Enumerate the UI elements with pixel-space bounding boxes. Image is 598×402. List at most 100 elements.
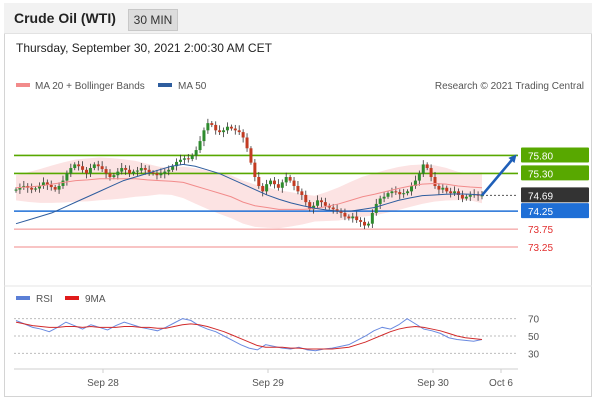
ma50-legend-label: MA 50 (178, 81, 207, 92)
candle-body (139, 168, 143, 171)
candle-body (417, 173, 421, 181)
candle-body (73, 164, 77, 169)
candle-body (69, 168, 73, 174)
candle-body (182, 158, 186, 160)
candle-body (335, 209, 339, 212)
price-legend: MA 20 + Bollinger Bands MA 50 Research ©… (16, 81, 584, 92)
level-label-75.80: 75.80 (528, 151, 553, 162)
rsi-lines (15, 318, 483, 352)
candle-body (276, 184, 280, 188)
candle-body (433, 177, 437, 186)
candle-body (425, 164, 429, 169)
candle-body (331, 207, 335, 210)
candle-body (363, 221, 367, 226)
rsi-tick-30: 30 (528, 349, 540, 360)
candle-body (292, 180, 296, 186)
candle-body (386, 193, 390, 197)
candle-body (155, 173, 159, 176)
candle-body (194, 150, 198, 156)
candle-body (57, 185, 61, 190)
candle-body (288, 177, 292, 181)
candle-body (151, 172, 155, 174)
bollinger-band-area (16, 157, 482, 229)
candle-body (319, 200, 323, 203)
candle-body (218, 130, 222, 133)
candle-body (45, 182, 49, 185)
candle-body (198, 141, 202, 151)
candle-body (120, 168, 124, 172)
candle-body (269, 180, 273, 185)
rsi-grid: 70 50 30 (14, 315, 540, 360)
candle-body (370, 212, 374, 224)
candle-body (116, 171, 120, 176)
candle-body (131, 171, 135, 174)
candle-body (245, 137, 249, 149)
rsi-tick-70: 70 (528, 315, 540, 326)
candle-body (222, 130, 226, 133)
rsi-ma9-line (15, 321, 483, 350)
candle-body (229, 126, 233, 129)
candle-body (167, 169, 171, 172)
candle-body (233, 128, 237, 131)
x-tick-label: Sep 28 (87, 378, 119, 389)
timeframe-button[interactable]: 30 MIN (128, 9, 178, 31)
ma50-legend-swatch (158, 83, 172, 87)
candle-body (410, 185, 414, 192)
level-label-73.75: 73.75 (528, 225, 553, 236)
candle-body (421, 164, 425, 174)
candle-body (457, 191, 461, 195)
candle-body (53, 187, 57, 190)
ma20-line (15, 178, 483, 210)
candle-body (374, 203, 378, 213)
chart-datetime: Thursday, September 30, 2021 2:00:30 AM … (16, 41, 272, 55)
candle-body (206, 123, 210, 131)
level-label-73.25: 73.25 (528, 243, 553, 254)
candle-body (178, 159, 182, 162)
candle-body (460, 194, 464, 199)
bollinger-band (16, 157, 482, 229)
candle-body (445, 187, 449, 192)
candle-body (284, 177, 288, 183)
candle-body (163, 171, 167, 174)
candle-body (398, 192, 402, 195)
level-label-75.30: 75.30 (528, 169, 553, 180)
candle-body (339, 211, 343, 213)
candle-body (253, 162, 257, 177)
candle-body (65, 173, 69, 181)
candle-body (441, 187, 445, 190)
candle-body (190, 155, 194, 160)
candle-body (394, 191, 398, 193)
level-tag-74.69 (521, 187, 589, 203)
level-tag-75.30 (521, 165, 589, 181)
forecast-arrow (481, 154, 517, 197)
rsi-legend-swatch (16, 296, 30, 300)
candle-body (323, 202, 327, 206)
candle-body (343, 212, 347, 217)
candle-body (14, 189, 18, 191)
candle-body (112, 175, 116, 177)
rsi-line (15, 318, 483, 352)
candle-body (249, 148, 253, 163)
level-tag-75.80 (521, 147, 589, 163)
candle-body (272, 180, 276, 185)
candle-body (351, 216, 355, 219)
price-level-labels: 75.80 75.30 74.69 74.25 73.75 73.25 (521, 147, 589, 254)
candle-body (316, 200, 320, 206)
candle-body (143, 168, 147, 170)
candle-body (210, 123, 214, 125)
candle-body (81, 166, 85, 170)
x-tick-label: Sep 30 (417, 378, 449, 389)
level-tag-74.25 (521, 203, 589, 219)
candle-body (41, 182, 45, 186)
candle-body (300, 191, 304, 195)
candle-body (135, 170, 139, 172)
rsi-legend: RSI 9MA (16, 294, 106, 305)
candle-body (128, 169, 132, 174)
candle-body (84, 169, 88, 174)
candle-body (92, 164, 96, 169)
candle-body (390, 191, 394, 194)
candle-body (265, 184, 269, 192)
candle-body (429, 168, 433, 177)
ma9-legend-swatch (65, 296, 79, 300)
candle-body (171, 166, 175, 170)
